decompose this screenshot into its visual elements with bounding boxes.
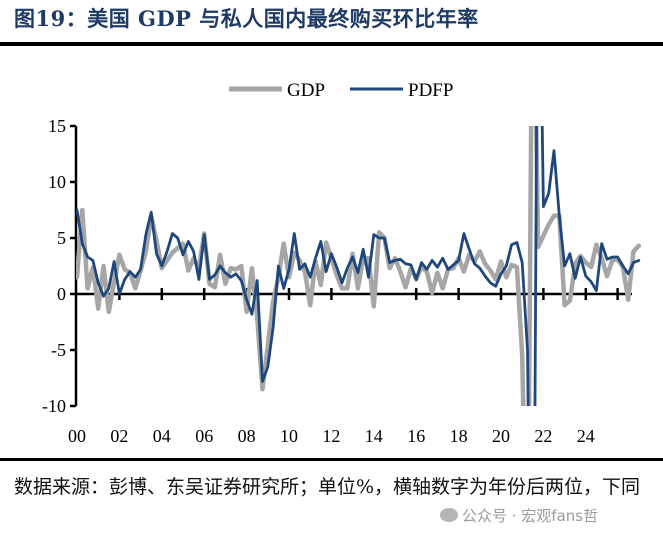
x-tick-label: 12 [322,426,340,446]
figure-title: 图19：美国 GDP 与私人国内最终购买环比年率 [14,6,479,31]
x-tick-label: 10 [280,426,298,446]
legend: GDP PDFP [229,80,453,101]
y-tick-label: 10 [48,172,66,192]
series-line-pdfp [76,126,641,406]
x-tick-label: 22 [534,426,552,446]
y-axis: 15 10 5 0 -5 -10 [42,116,78,416]
y-tick-label: 0 [57,284,66,304]
x-tick-label: 06 [195,426,213,446]
y-tick-label: -5 [51,340,66,360]
wechat-icon [440,508,458,522]
y-tick-label: -10 [42,396,66,416]
top-divider [0,42,663,46]
series-line-gdp [76,126,642,406]
line-chart: GDP PDFP 15 10 5 0 -5 -10 00 02 04 06 08 10 12 14 16 1… [42,80,642,446]
legend-label-gdp: GDP [287,80,325,101]
watermark-text: 公众号 · 宏观fans哲 [462,507,599,525]
y-tick-label: 5 [57,228,66,248]
x-tick-label: 02 [110,426,128,446]
bottom-divider [0,458,663,461]
x-tick-label: 24 [577,426,595,446]
x-tick-label: 04 [153,426,171,446]
legend-label-pdfp: PDFP [408,80,453,101]
y-tick-label: 15 [48,116,66,136]
x-tick-label: 16 [407,426,425,446]
source-note: 数据来源：彭博、东吴证券研究所；单位%，横轴数字为年份后两位，下同 [14,476,641,498]
x-tick-label: 08 [238,426,256,446]
x-tick-label: 14 [365,426,383,446]
watermark: 公众号 · 宏观fans哲 [440,505,598,526]
x-tick-label: 20 [492,426,510,446]
x-tick-label: 00 [68,426,86,446]
x-tick-label: 18 [450,426,468,446]
x-axis: 00 02 04 06 08 10 12 14 16 18 20 22 24 [68,288,632,446]
